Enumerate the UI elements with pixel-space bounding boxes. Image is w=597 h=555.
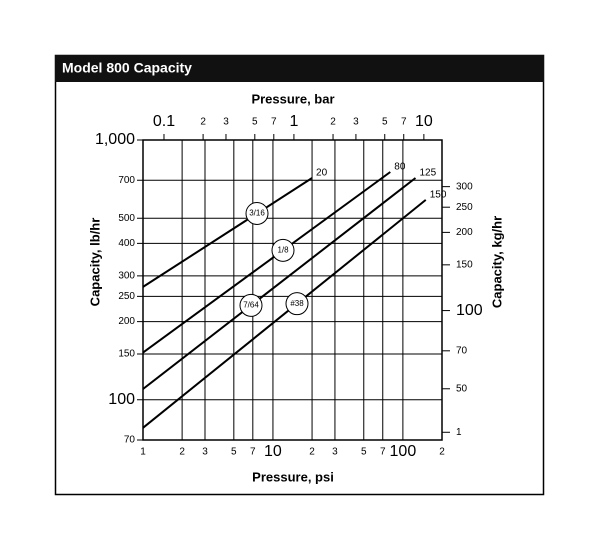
y2-tick-label: 50	[456, 383, 468, 394]
end-label: 150	[430, 190, 447, 201]
x2-tick-label: 3	[223, 117, 229, 128]
y-tick-label: 70	[124, 435, 136, 446]
y2-tick-label: 250	[456, 202, 473, 213]
x2-tick-label: 7	[271, 117, 277, 128]
x2-tick-label: 2	[330, 117, 336, 128]
x-tick-label: 2	[179, 447, 185, 458]
y-tick-label: 150	[118, 349, 135, 360]
y2-tick-label: 200	[456, 227, 473, 238]
series-badge	[285, 292, 309, 316]
series-name: 1/8	[277, 245, 289, 254]
y-tick-label: 250	[118, 291, 135, 302]
end-label: 20	[316, 168, 328, 179]
x2-tick-label: 1	[289, 113, 298, 130]
plot-border	[142, 139, 443, 441]
x2-tick-label: 2	[200, 117, 206, 128]
series-name: 7/64	[243, 300, 259, 309]
x-axis-title: Pressure, psi	[252, 469, 334, 484]
x-tick-label: 3	[332, 447, 338, 458]
series-badge	[271, 238, 295, 262]
y2-tick-label: 300	[456, 181, 473, 192]
x-tick-label: 2	[309, 447, 315, 458]
x-tick-label: 1	[140, 447, 146, 458]
y2-tick-label: 70	[456, 345, 468, 356]
y-tick-label: 400	[118, 238, 135, 249]
y-tick-label: 100	[108, 391, 135, 408]
series-badge	[245, 201, 269, 225]
end-label: 125	[419, 168, 436, 179]
x-tick-label: 7	[380, 447, 386, 458]
y-tick-label: 200	[118, 316, 135, 327]
x-tick-label: 3	[202, 447, 208, 458]
series-badge	[239, 293, 263, 317]
series-name: #38	[290, 299, 304, 308]
x-tick-label: 100	[390, 443, 417, 460]
x-tick-label: 7	[250, 447, 256, 458]
title-bar	[55, 55, 544, 82]
series-line	[142, 171, 391, 354]
x-tick-label: 5	[361, 447, 367, 458]
y-tick-label: 300	[118, 270, 135, 281]
x-tick-label: 5	[231, 447, 237, 458]
y2-tick-label: 1	[456, 427, 462, 438]
chart-title: Model 800 Capacity	[62, 60, 192, 76]
x-tick-label: 10	[264, 443, 282, 460]
x-tick-label: 2	[439, 447, 445, 458]
x2-tick-label: 5	[252, 117, 258, 128]
series-line	[142, 199, 427, 429]
y-tick-label: 1,000	[95, 131, 135, 148]
y-tick-label: 500	[118, 213, 135, 224]
x2-tick-label: 7	[401, 117, 407, 128]
y2-tick-label: 100	[456, 302, 483, 319]
y2-axis-title: Capacity, kg/hr	[489, 216, 504, 308]
x2-tick-label: 10	[415, 113, 433, 130]
x2-axis-title: Pressure, bar	[251, 91, 334, 106]
y2-tick-label: 150	[456, 259, 473, 270]
y-axis-title: Capacity, lb/hr	[87, 218, 102, 307]
x2-tick-label: 3	[353, 117, 359, 128]
series-line	[142, 177, 417, 390]
x2-tick-label: 0.1	[153, 113, 175, 130]
y-tick-label: 700	[118, 175, 135, 186]
series-name: 3/16	[249, 209, 265, 218]
series-line	[142, 177, 313, 288]
x2-tick-label: 5	[382, 117, 388, 128]
end-label: 80	[394, 162, 406, 173]
